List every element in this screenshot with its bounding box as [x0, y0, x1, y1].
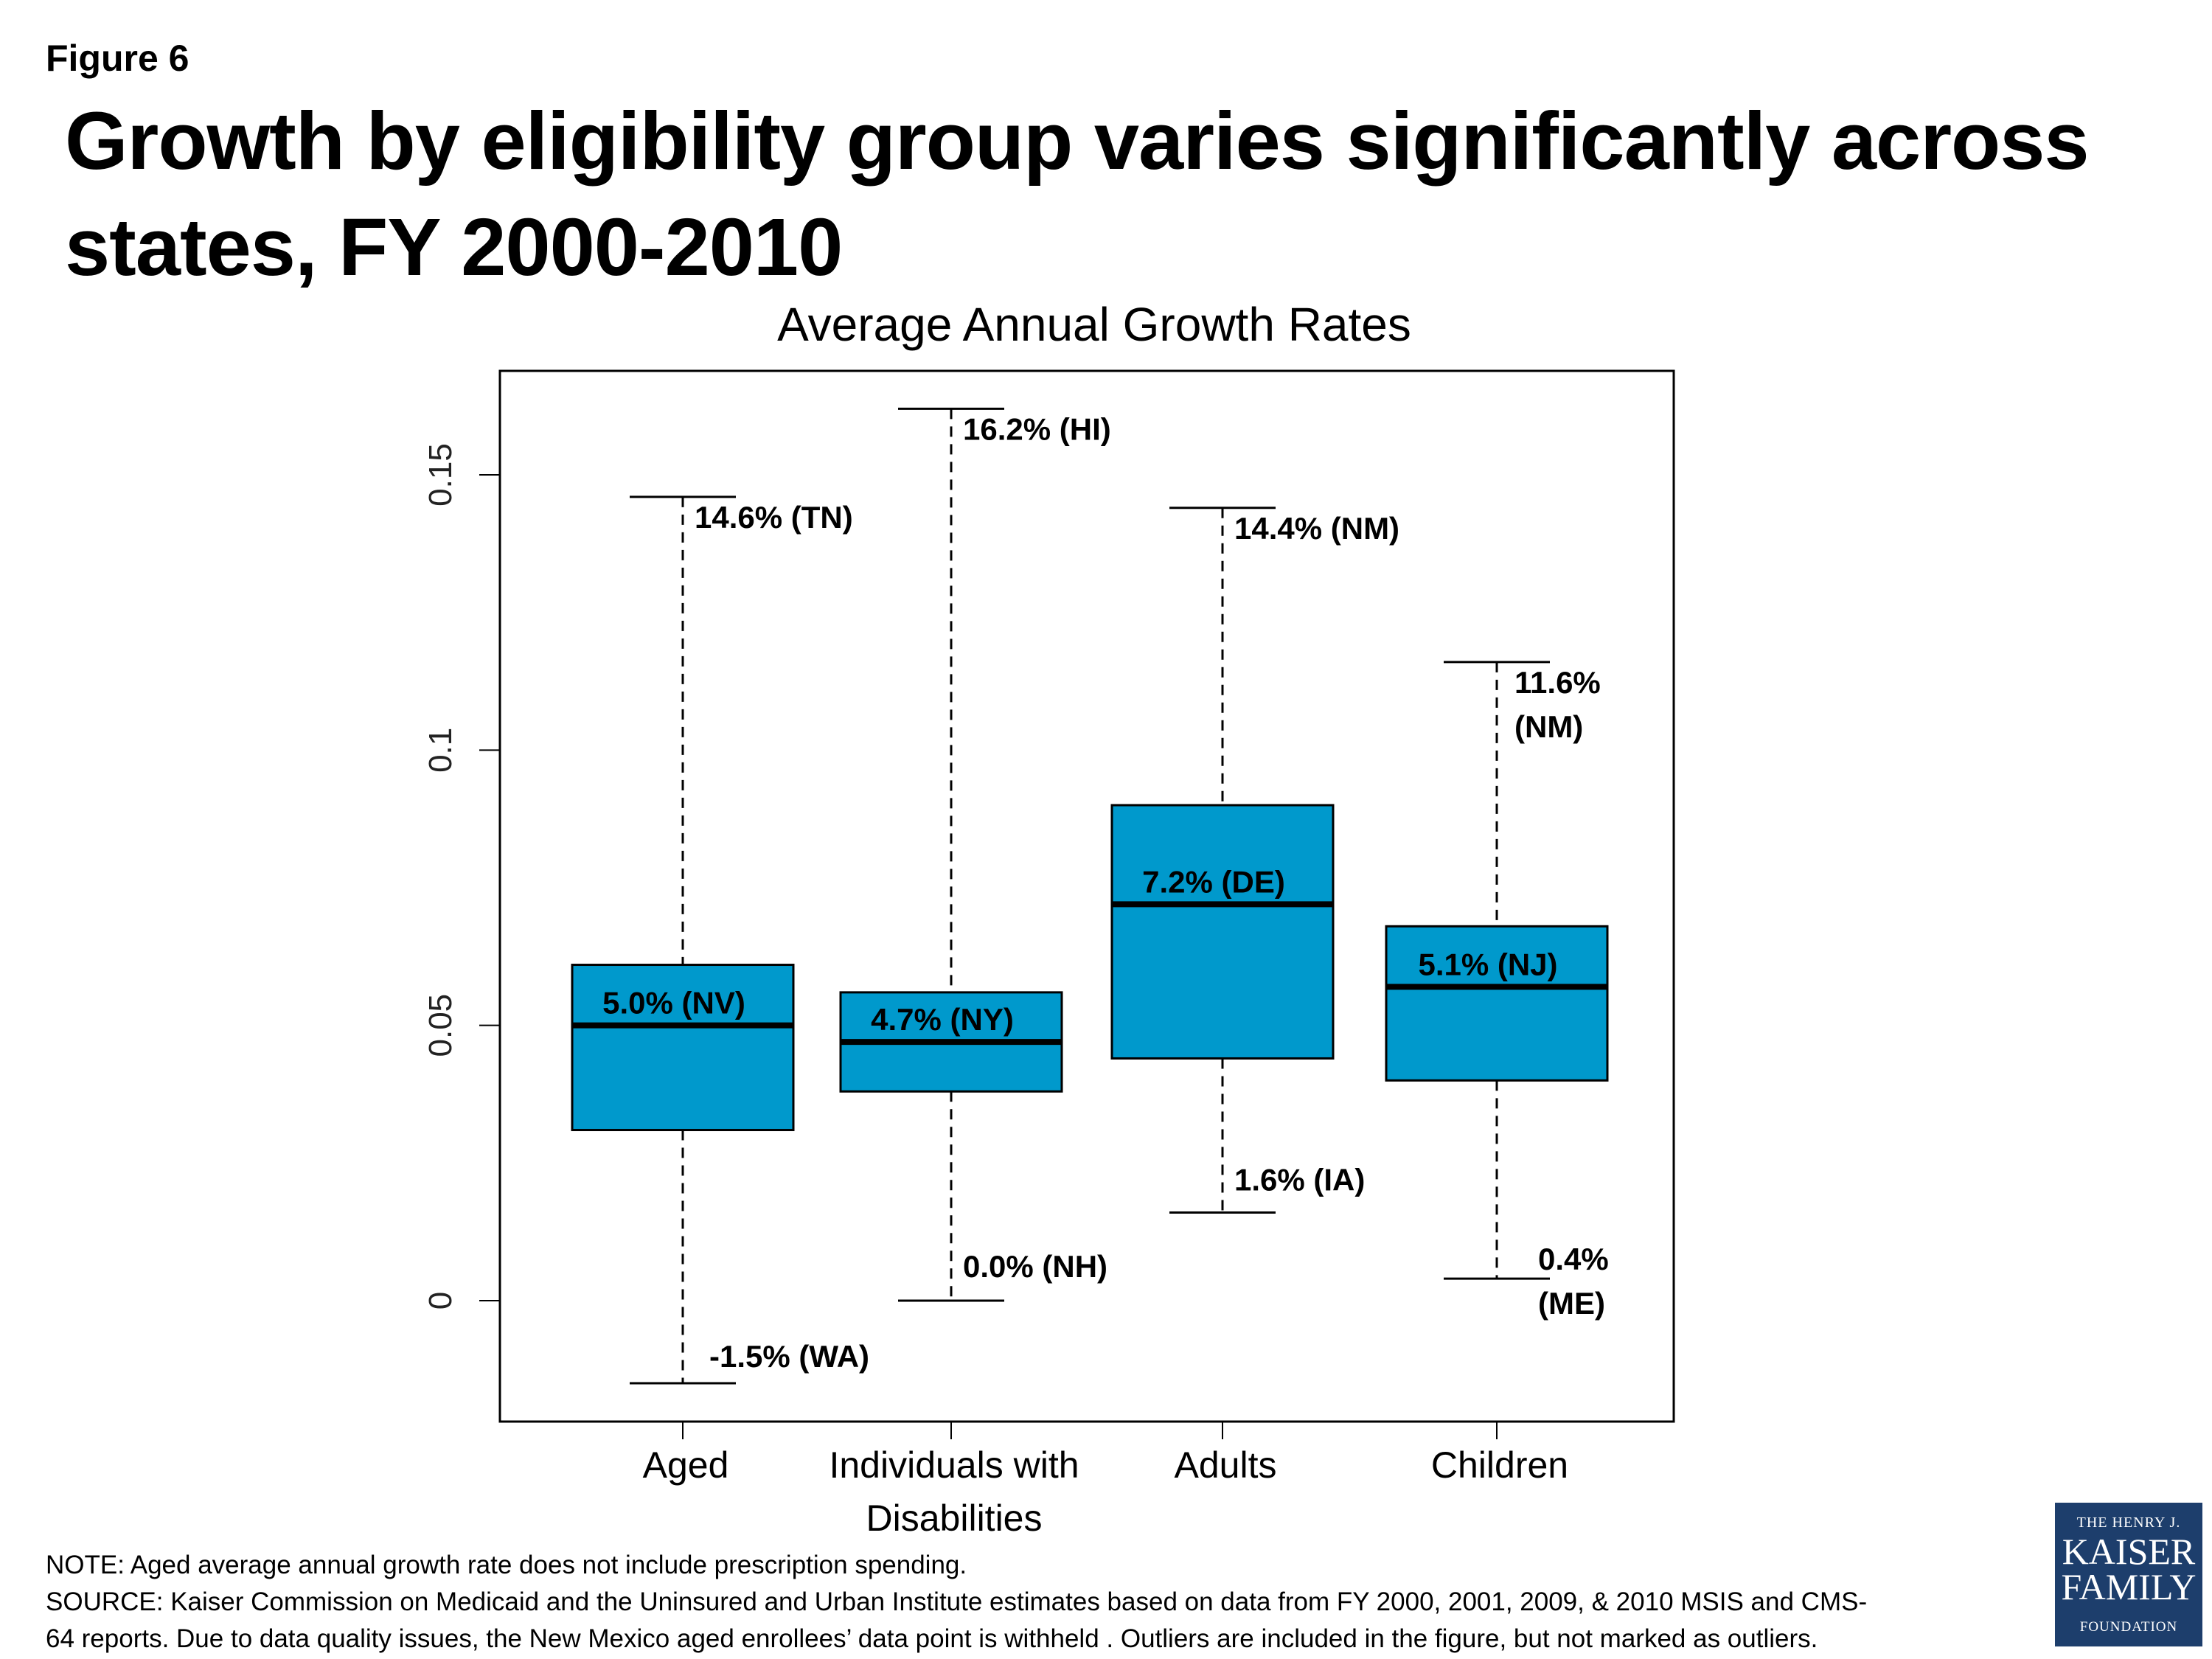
median-label: 7.2% (DE) — [1142, 864, 1285, 899]
max-label: 14.6% (TN) — [695, 500, 853, 535]
min-label: 0.0% (NH) — [963, 1249, 1107, 1284]
y-tick-label: 0.1 — [422, 728, 459, 773]
min-label: 1.6% (IA) — [1234, 1163, 1365, 1197]
x-tick-label: Aged — [643, 1444, 729, 1486]
kaiser-family-foundation-logo: THE HENRY J. KAISER FAMILY FOUNDATION — [2055, 1503, 2202, 1646]
box-iqr — [571, 964, 795, 1132]
x-tick-label: Disabilities — [866, 1498, 1043, 1539]
footnotes: NOTE: Aged average annual growth rate do… — [46, 1547, 2037, 1658]
source-text-line-1: SOURCE: Kaiser Commission on Medicaid an… — [46, 1587, 1868, 1616]
logo-line-4: FOUNDATION — [2079, 1619, 2178, 1635]
title-line-1: Growth by eligibility group varies signi… — [65, 96, 2090, 187]
box-iqr — [1385, 925, 1609, 1082]
y-tick-label: 0.15 — [422, 443, 459, 507]
max-label: 16.2% (HI) — [963, 411, 1111, 446]
plot-frame — [498, 369, 1675, 1423]
max-label: (NM) — [1514, 709, 1583, 744]
min-label: (ME) — [1538, 1286, 1605, 1321]
figure-label: Figure 6 — [46, 38, 189, 79]
min-label: 0.4% — [1538, 1242, 1609, 1276]
logo-line-2: KAISER — [2062, 1531, 2196, 1572]
chart-title: Average Annual Growth Rates — [777, 298, 1411, 351]
max-label: 14.4% (NM) — [1234, 511, 1399, 546]
median-label: 4.7% (NY) — [871, 1002, 1014, 1037]
median-label: 5.1% (NJ) — [1418, 947, 1557, 981]
x-tick-label: Adults — [1175, 1444, 1277, 1486]
note-text: NOTE: Aged average annual growth rate do… — [46, 1551, 967, 1579]
y-tick-label: 0 — [422, 1292, 459, 1310]
x-tick-label: Individuals with — [829, 1444, 1079, 1486]
logo-line-3: FAMILY — [2061, 1566, 2197, 1607]
min-label: -1.5% (WA) — [709, 1339, 869, 1374]
source-text-line-2: 64 reports. Due to data quality issues, … — [46, 1624, 1818, 1653]
page-title: Growth by eligibility group varies signi… — [65, 88, 2115, 301]
logo-line-1: THE HENRY J. — [2076, 1514, 2181, 1531]
y-tick-label: 0.05 — [422, 994, 459, 1057]
box-iqr — [1110, 804, 1335, 1060]
x-tick-label: Children — [1431, 1444, 1568, 1486]
median-label: 5.0% (NV) — [602, 986, 745, 1020]
max-label: 11.6% — [1514, 665, 1601, 700]
title-line-2: states, FY 2000-2010 — [65, 202, 843, 293]
